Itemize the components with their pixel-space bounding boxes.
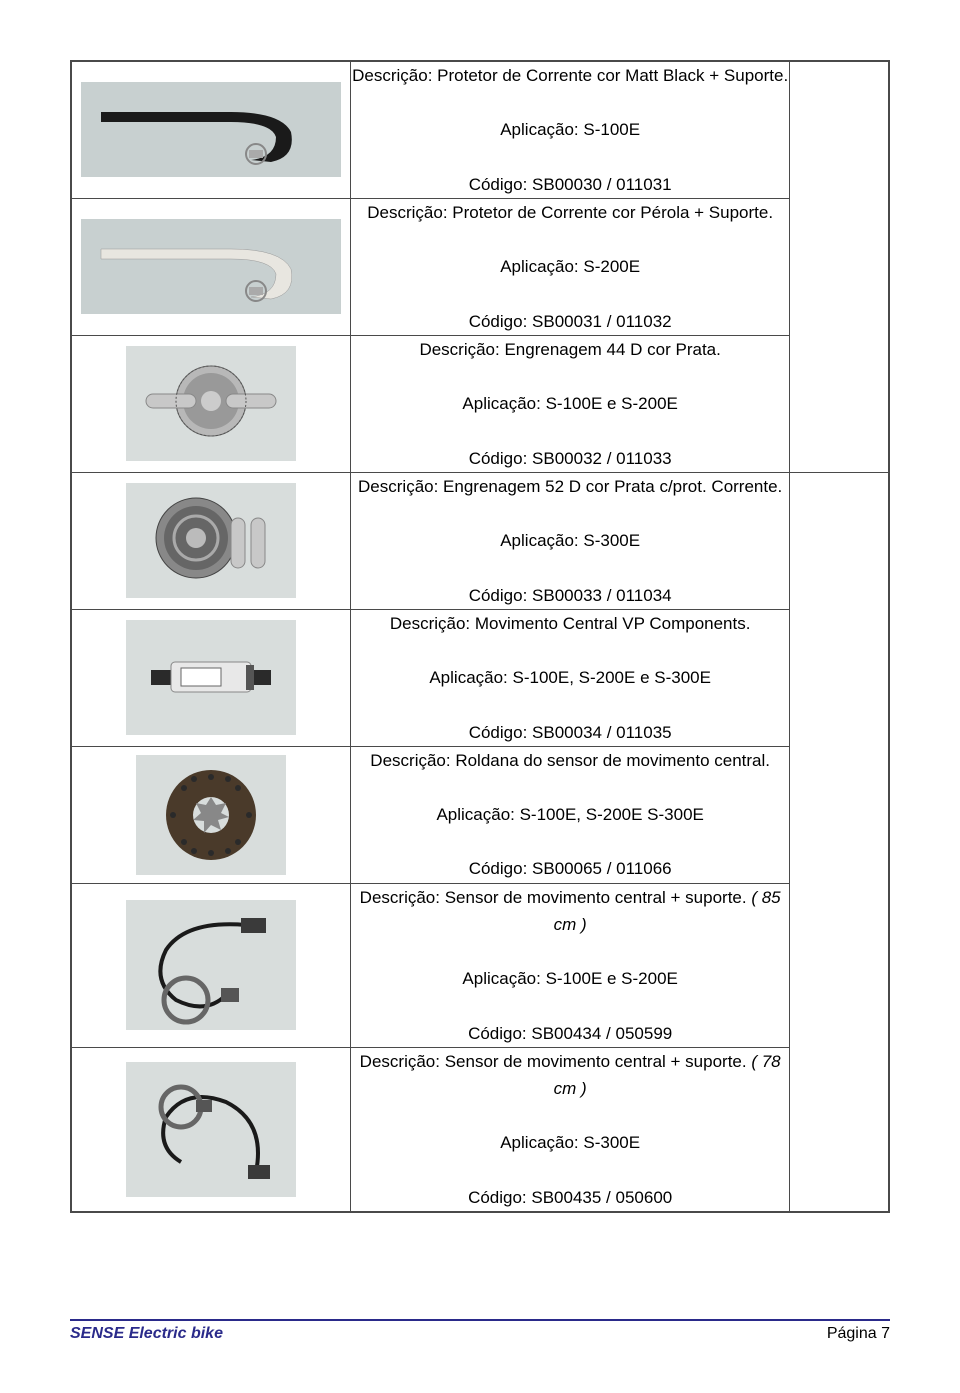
- table-row: Descrição: Sensor de movimento central +…: [71, 883, 889, 1047]
- product-image-cell: [71, 472, 351, 609]
- product-application: Aplicação: S-300E: [351, 527, 789, 554]
- table-row: Descrição: Sensor de movimento central +…: [71, 1047, 889, 1212]
- crankset-52d-icon: [126, 483, 296, 598]
- product-description: Descrição: Engrenagem 44 D cor Prata.: [351, 336, 789, 363]
- product-description: Descrição: Sensor de movimento central +…: [351, 1048, 789, 1102]
- product-desc-cell: Descrição: Roldana do sensor de moviment…: [351, 746, 790, 883]
- product-description: Descrição: Protetor de Corrente cor Péro…: [351, 199, 789, 226]
- product-code: Código: SB00032 / 011033: [351, 445, 789, 472]
- product-application: Aplicação: S-300E: [351, 1129, 789, 1156]
- table-row: Descrição: Protetor de Corrente cor Matt…: [71, 61, 889, 198]
- product-code: Código: SB00033 / 011034: [351, 582, 789, 609]
- spare-cell: [789, 472, 889, 1212]
- product-image-cell: [71, 1047, 351, 1212]
- product-code: Código: SB00434 / 050599: [351, 1020, 789, 1047]
- product-image-cell: [71, 609, 351, 746]
- product-image-cell: [71, 61, 351, 198]
- table-row: Descrição: Movimento Central VP Componen…: [71, 609, 889, 746]
- product-code: Código: SB00435 / 050600: [351, 1184, 789, 1211]
- product-code: Código: SB00065 / 011066: [351, 855, 789, 882]
- product-application: Aplicação: S-100E: [351, 116, 789, 143]
- product-description: Descrição: Protetor de Corrente cor Matt…: [351, 62, 789, 89]
- product-image-cell: [71, 746, 351, 883]
- crankset-44d-icon: [126, 346, 296, 461]
- table-row: Descrição: Engrenagem 52 D cor Prata c/p…: [71, 472, 889, 609]
- table-row: Descrição: Engrenagem 44 D cor Prata. Ap…: [71, 335, 889, 472]
- product-desc-cell: Descrição: Protetor de Corrente cor Péro…: [351, 198, 790, 335]
- product-application: Aplicação: S-100E, S-200E e S-300E: [351, 664, 789, 691]
- footer-brand: SENSE Electric bike: [70, 1325, 223, 1343]
- product-description: Descrição: Movimento Central VP Componen…: [351, 610, 789, 637]
- product-desc-cell: Descrição: Engrenagem 52 D cor Prata c/p…: [351, 472, 790, 609]
- table-row: Descrição: Protetor de Corrente cor Péro…: [71, 198, 889, 335]
- chain-guard-black-icon: [81, 82, 341, 177]
- product-image-cell: [71, 335, 351, 472]
- product-application: Aplicação: S-100E e S-200E: [351, 390, 789, 417]
- product-code: Código: SB00034 / 011035: [351, 719, 789, 746]
- product-desc-cell: Descrição: Sensor de movimento central +…: [351, 1047, 790, 1212]
- product-code: Código: SB00031 / 011032: [351, 308, 789, 335]
- catalog-table: Descrição: Protetor de Corrente cor Matt…: [70, 60, 890, 1213]
- product-desc-cell: Descrição: Protetor de Corrente cor Matt…: [351, 61, 790, 198]
- bottom-bracket-icon: [126, 620, 296, 735]
- product-description: Descrição: Sensor de movimento central +…: [351, 884, 789, 938]
- product-application: Aplicação: S-100E e S-200E: [351, 965, 789, 992]
- table-row: Descrição: Roldana do sensor de moviment…: [71, 746, 889, 883]
- page-footer: SENSE Electric bike Página 7: [70, 1319, 890, 1343]
- product-desc-cell: Descrição: Sensor de movimento central +…: [351, 883, 790, 1047]
- product-description: Descrição: Engrenagem 52 D cor Prata c/p…: [351, 473, 789, 500]
- product-code: Código: SB00030 / 011031: [351, 171, 789, 198]
- sensor-cable-85-icon: [126, 900, 296, 1030]
- chain-guard-pearl-icon: [81, 219, 341, 314]
- product-application: Aplicação: S-200E: [351, 253, 789, 280]
- spare-cell: [789, 61, 889, 472]
- product-description: Descrição: Roldana do sensor de moviment…: [351, 747, 789, 774]
- footer-page-number: Página 7: [827, 1325, 890, 1343]
- product-image-cell: [71, 883, 351, 1047]
- footer-line: [70, 1319, 890, 1321]
- product-desc-cell: Descrição: Engrenagem 44 D cor Prata. Ap…: [351, 335, 790, 472]
- sensor-cable-78-icon: [126, 1062, 296, 1197]
- product-application: Aplicação: S-100E, S-200E S-300E: [351, 801, 789, 828]
- product-desc-cell: Descrição: Movimento Central VP Componen…: [351, 609, 790, 746]
- product-image-cell: [71, 198, 351, 335]
- sensor-disc-icon: [136, 755, 286, 875]
